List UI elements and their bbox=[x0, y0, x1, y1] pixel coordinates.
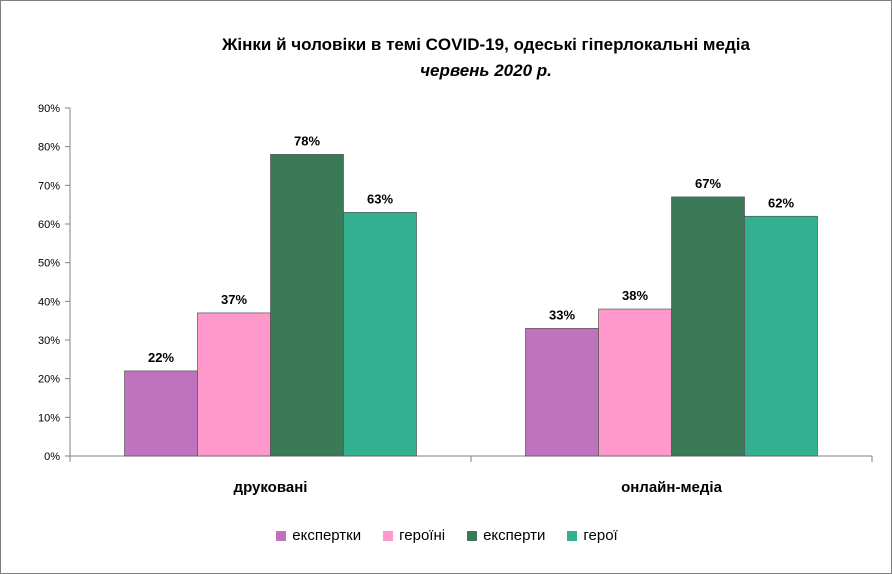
bar bbox=[744, 215, 818, 457]
y-tick-label: 80% bbox=[38, 142, 60, 154]
legend-item: експерти bbox=[467, 527, 545, 544]
data-label: 22% bbox=[148, 350, 174, 365]
legend-item: експертки bbox=[276, 527, 361, 544]
y-tick-label: 20% bbox=[38, 374, 60, 386]
data-label: 38% bbox=[622, 288, 648, 303]
legend-swatch bbox=[467, 530, 478, 541]
bar bbox=[270, 154, 344, 457]
y-tick-label: 60% bbox=[38, 219, 60, 231]
x-category-label: друковані bbox=[234, 479, 308, 496]
data-label: 67% bbox=[695, 176, 721, 191]
chart-subtitle: червень 2020 р. bbox=[420, 61, 552, 80]
x-category-label: онлайн-медіа bbox=[621, 479, 722, 496]
data-label: 33% bbox=[549, 307, 575, 322]
legend-swatch bbox=[276, 530, 287, 541]
legend-swatch bbox=[383, 530, 394, 541]
y-tick-label: 90% bbox=[38, 103, 60, 115]
bar bbox=[343, 212, 417, 457]
legend-label: героїні bbox=[399, 527, 446, 544]
data-label: 37% bbox=[221, 292, 247, 307]
data-label: 63% bbox=[367, 191, 393, 206]
y-tick-label: 10% bbox=[38, 412, 60, 424]
bar bbox=[598, 308, 672, 457]
y-tick-label: 70% bbox=[38, 180, 60, 192]
data-label: 62% bbox=[768, 195, 794, 210]
legend-label: герої bbox=[583, 527, 618, 544]
y-tick-label: 40% bbox=[38, 296, 60, 308]
bar bbox=[671, 196, 745, 457]
y-tick-label: 0% bbox=[44, 451, 60, 463]
data-label: 78% bbox=[294, 133, 320, 148]
bar bbox=[124, 370, 198, 457]
legend-item: героїні bbox=[383, 527, 445, 544]
legend: експертки героїні експерти герої bbox=[1, 527, 892, 544]
legend-item: герої bbox=[567, 527, 618, 544]
legend-label: експертки bbox=[292, 527, 362, 544]
legend-label: експерти bbox=[483, 527, 546, 544]
bar bbox=[197, 312, 271, 457]
y-tick-label: 50% bbox=[38, 258, 60, 270]
bar bbox=[525, 328, 599, 457]
chart-title: Жінки й чоловіки в темі COVID-19, одеськ… bbox=[222, 35, 750, 54]
legend-swatch bbox=[567, 530, 578, 541]
y-tick-label: 30% bbox=[38, 335, 60, 347]
